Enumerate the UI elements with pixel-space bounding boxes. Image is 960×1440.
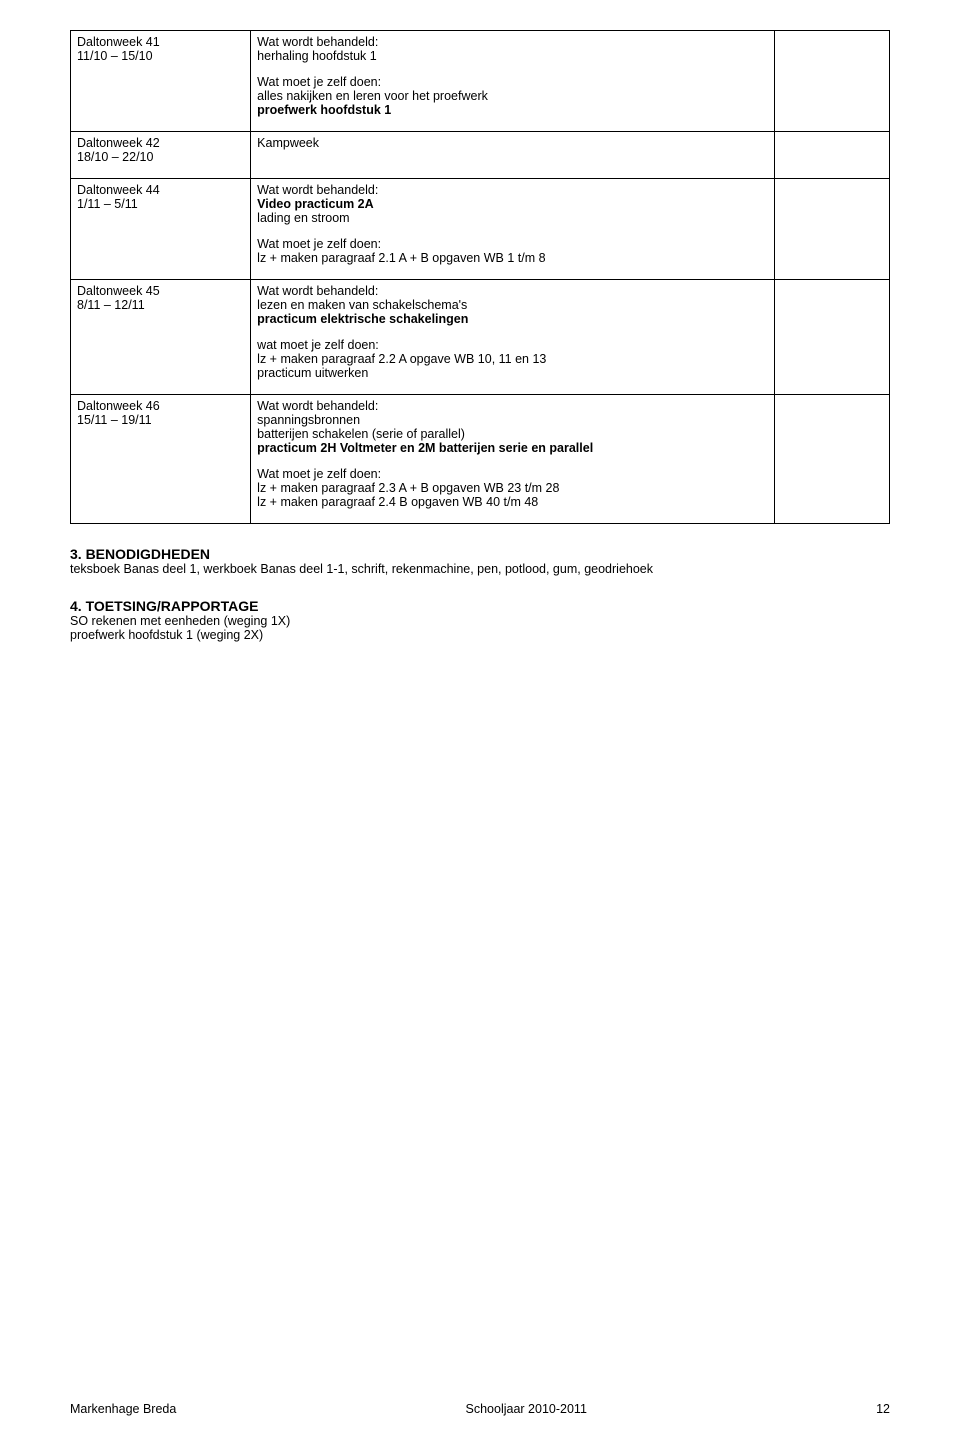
table-row: Daltonweek 44 1/11 – 5/11 Wat wordt beha… — [71, 179, 890, 280]
table-row: Daltonweek 42 18/10 – 22/10 Kampweek — [71, 132, 890, 179]
cell-right — [775, 179, 890, 280]
week-title: Daltonweek 44 — [77, 183, 244, 197]
week-title: Daltonweek 41 — [77, 35, 244, 49]
cell-left: Daltonweek 46 15/11 – 19/11 — [71, 395, 251, 524]
doen-line: lz + maken paragraaf 2.1 A + B opgaven W… — [257, 251, 768, 265]
doen-line: lz + maken paragraaf 2.2 A opgave WB 10,… — [257, 352, 768, 366]
table-row: Daltonweek 45 8/11 – 12/11 Wat wordt beh… — [71, 280, 890, 395]
table-row: Daltonweek 41 11/10 – 15/10 Wat wordt be… — [71, 31, 890, 132]
table-row: Daltonweek 46 15/11 – 19/11 Wat wordt be… — [71, 395, 890, 524]
behandeld-line: batterijen schakelen (serie of parallel) — [257, 427, 768, 441]
doen-line: lz + maken paragraaf 2.4 B opgaven WB 40… — [257, 495, 768, 509]
section4-line: proefwerk hoofdstuk 1 (weging 2X) — [70, 628, 890, 642]
behandeld-label: Wat wordt behandeld: — [257, 35, 768, 49]
single-line: Kampweek — [257, 136, 768, 150]
cell-left: Daltonweek 41 11/10 – 15/10 — [71, 31, 251, 132]
week-dates: 8/11 – 12/11 — [77, 298, 244, 312]
week-title: Daltonweek 42 — [77, 136, 244, 150]
doen-label: Wat moet je zelf doen: — [257, 467, 768, 481]
footer-left: Markenhage Breda — [70, 1402, 176, 1416]
cell-left: Daltonweek 45 8/11 – 12/11 — [71, 280, 251, 395]
cell-right — [775, 395, 890, 524]
doen-bold: proefwerk hoofdstuk 1 — [257, 103, 768, 117]
week-title: Daltonweek 45 — [77, 284, 244, 298]
behandeld-bold: Video practicum 2A — [257, 197, 768, 211]
cell-mid: Kampweek — [251, 132, 775, 179]
footer-center: Schooljaar 2010-2011 — [176, 1402, 876, 1416]
behandeld-line: herhaling hoofdstuk 1 — [257, 49, 768, 63]
section3-heading: 3. BENODIGDHEDEN — [70, 546, 890, 562]
page: Daltonweek 41 11/10 – 15/10 Wat wordt be… — [0, 0, 960, 1440]
section4-heading: 4. TOETSING/RAPPORTAGE — [70, 598, 890, 614]
doen-line: practicum uitwerken — [257, 366, 768, 380]
doen-label: wat moet je zelf doen: — [257, 338, 768, 352]
cell-left: Daltonweek 44 1/11 – 5/11 — [71, 179, 251, 280]
behandeld-label: Wat wordt behandeld: — [257, 399, 768, 413]
cell-right — [775, 31, 890, 132]
cell-mid: Wat wordt behandeld: spanningsbronnen ba… — [251, 395, 775, 524]
week-dates: 18/10 – 22/10 — [77, 150, 244, 164]
cell-mid: Wat wordt behandeld: Video practicum 2A … — [251, 179, 775, 280]
doen-label: Wat moet je zelf doen: — [257, 75, 768, 89]
cell-right — [775, 280, 890, 395]
doen-label: Wat moet je zelf doen: — [257, 237, 768, 251]
cell-mid: Wat wordt behandeld: herhaling hoofdstuk… — [251, 31, 775, 132]
week-dates: 15/11 – 19/11 — [77, 413, 244, 427]
behandeld-bold-after: practicum 2H Voltmeter en 2M batterijen … — [257, 441, 768, 455]
doen-line: alles nakijken en leren voor het proefwe… — [257, 89, 768, 103]
week-title: Daltonweek 46 — [77, 399, 244, 413]
cell-left: Daltonweek 42 18/10 – 22/10 — [71, 132, 251, 179]
page-footer: Markenhage Breda Schooljaar 2010-2011 12 — [70, 1402, 890, 1416]
behandeld-line: lading en stroom — [257, 211, 768, 225]
doen-line: lz + maken paragraaf 2.3 A + B opgaven W… — [257, 481, 768, 495]
week-dates: 1/11 – 5/11 — [77, 197, 244, 211]
behandeld-label: Wat wordt behandeld: — [257, 183, 768, 197]
behandeld-label: Wat wordt behandeld: — [257, 284, 768, 298]
cell-mid: Wat wordt behandeld: lezen en maken van … — [251, 280, 775, 395]
section4-line: SO rekenen met eenheden (weging 1X) — [70, 614, 890, 628]
sections-block: 3. BENODIGDHEDEN teksboek Banas deel 1, … — [70, 546, 890, 642]
behandeld-line: lezen en maken van schakelschema's — [257, 298, 768, 312]
week-dates: 11/10 – 15/10 — [77, 49, 244, 63]
cell-right — [775, 132, 890, 179]
behandeld-bold-after: practicum elektrische schakelingen — [257, 312, 768, 326]
schedule-table: Daltonweek 41 11/10 – 15/10 Wat wordt be… — [70, 30, 890, 524]
footer-right: 12 — [876, 1402, 890, 1416]
section3-body: teksboek Banas deel 1, werkboek Banas de… — [70, 562, 890, 576]
behandeld-line: spanningsbronnen — [257, 413, 768, 427]
